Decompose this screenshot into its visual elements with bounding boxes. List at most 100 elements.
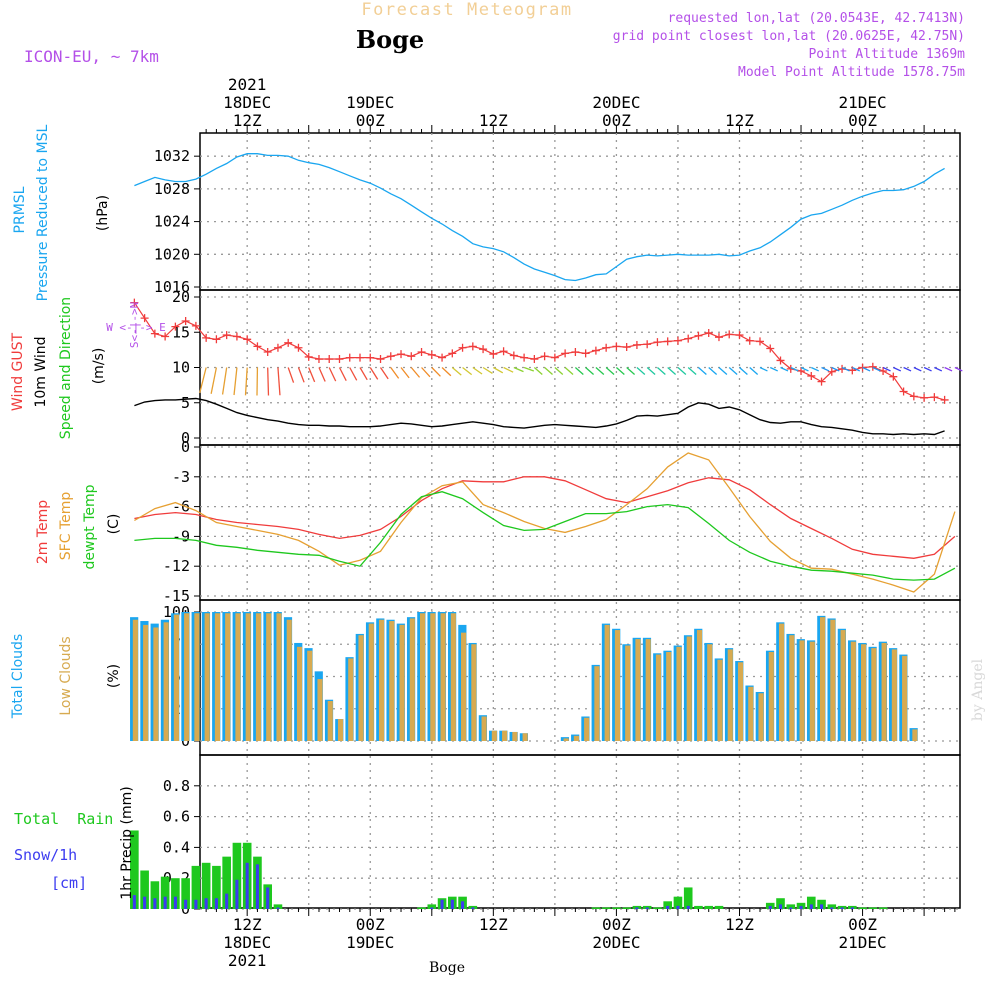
low-clouds-label: Low Clouds	[58, 636, 74, 715]
gust-marker	[509, 351, 518, 360]
rain-bar	[786, 904, 796, 909]
time-label-bottom: 00Z	[602, 915, 631, 934]
low-clouds-bar	[861, 644, 867, 741]
low-clouds-bar	[707, 644, 713, 741]
y-tick-label: 0	[181, 429, 190, 447]
low-clouds-bar	[840, 630, 846, 741]
gust-marker	[376, 355, 385, 364]
low-clouds-bar	[296, 646, 303, 741]
wind-direction-arrow	[769, 366, 778, 372]
wind-direction-arrow	[790, 366, 799, 372]
y-tick-label: 20	[172, 288, 190, 306]
time-label-top: 12Z	[725, 111, 754, 130]
wind-direction-arrow	[605, 367, 615, 375]
gust-marker	[540, 352, 549, 361]
low-clouds-bar	[225, 613, 231, 741]
snow-bar	[214, 898, 218, 909]
time-label-top: 00Z	[356, 111, 385, 130]
rain-bar	[222, 856, 231, 909]
low-clouds-bar	[378, 619, 385, 741]
wind-direction-arrow	[338, 367, 347, 382]
y-tick-label: -6	[172, 498, 190, 516]
gust-marker	[397, 350, 406, 359]
low-clouds-bar	[748, 686, 754, 741]
low-clouds-bar	[778, 623, 785, 741]
low-clouds-bar	[266, 613, 272, 741]
wind-direction-arrow	[923, 366, 932, 372]
gust-marker	[632, 340, 641, 349]
low-clouds-bar	[676, 646, 682, 741]
wind-direction-arrow	[698, 367, 707, 375]
wind-direction-arrow	[718, 367, 728, 375]
gust-marker	[797, 367, 806, 376]
rain-bar	[171, 878, 180, 909]
gust-marker	[766, 344, 775, 353]
rain-bar	[150, 881, 160, 909]
temperature-panel	[199, 444, 961, 601]
wind-direction-arrow	[811, 366, 820, 372]
wind-direction-arrow	[708, 367, 718, 375]
wind-direction-arrow	[431, 367, 441, 377]
rain-bar	[694, 905, 703, 909]
gust-marker	[243, 335, 252, 344]
wind-direction-arrow	[233, 367, 238, 396]
y-tick-label: 15	[172, 323, 190, 341]
low-clouds-bar	[399, 624, 405, 741]
time-label-bottom: 12Z	[479, 915, 508, 934]
low-clouds-bar	[440, 613, 446, 741]
gust-marker	[417, 347, 426, 356]
snow-label: Snow/1h	[14, 846, 77, 864]
rain-bar	[868, 907, 878, 909]
low-clouds-bar	[655, 654, 662, 741]
wind-direction-arrow	[626, 367, 636, 375]
wind-direction-arrow	[379, 367, 389, 380]
low-clouds-bar	[389, 621, 395, 741]
y-tick-label: 1028	[154, 180, 190, 198]
low-clouds-bar	[245, 613, 251, 741]
rain-bar	[273, 904, 283, 909]
low-clouds-bar	[276, 613, 282, 741]
wind-direction-arrow	[657, 367, 666, 375]
snow-bar	[163, 896, 167, 909]
time-label-top: 2021	[228, 75, 267, 94]
wind-direction-arrow	[287, 367, 295, 383]
rain-bar	[212, 865, 221, 909]
wind-direction-arrow	[369, 367, 379, 380]
dewpt-label: dewpt Temp	[82, 484, 98, 569]
gust-marker	[284, 338, 293, 347]
rain-bar	[181, 878, 190, 909]
wind-label: 10m Wind	[33, 336, 49, 407]
wind-direction-arrow	[410, 367, 421, 378]
gust-marker	[612, 342, 621, 351]
wind-speed-line	[134, 397, 945, 436]
low-clouds-bar	[204, 613, 210, 741]
wind-direction-arrow	[400, 367, 410, 379]
info-line-4: Model Point Altitude 1578.75m	[738, 65, 965, 80]
low-clouds-bar	[286, 619, 292, 741]
gust-marker	[807, 371, 816, 380]
wind-direction-arrow	[821, 366, 830, 372]
meteogram-title: Forecast Meteogram	[361, 0, 572, 20]
gust-marker	[714, 333, 723, 342]
gust-marker	[591, 346, 600, 355]
wind-direction-arrow	[318, 367, 326, 382]
low-clouds-bar	[871, 648, 877, 741]
snow-bar	[173, 896, 177, 909]
wind-direction-arrow	[523, 366, 535, 372]
time-label-bottom: 19DEC	[346, 933, 394, 952]
total-clouds-label: Total Clouds	[10, 634, 26, 719]
wind-direction-arrow	[739, 367, 748, 375]
low-clouds-bar	[327, 701, 333, 741]
compass-sn: S<-|->N	[128, 302, 141, 348]
wind-direction-arrow	[441, 367, 452, 377]
low-clouds-bar	[430, 613, 436, 741]
rain-bar	[837, 905, 847, 909]
time-label-bottom: 18DEC	[223, 933, 271, 952]
snow-bar	[635, 907, 639, 909]
low-clouds-bar	[450, 613, 456, 741]
wind-direction-arrow	[749, 367, 759, 375]
wind-direction-arrow	[780, 366, 789, 372]
gust-marker	[930, 393, 939, 402]
gust-marker	[468, 342, 477, 351]
gust-marker	[366, 353, 375, 362]
